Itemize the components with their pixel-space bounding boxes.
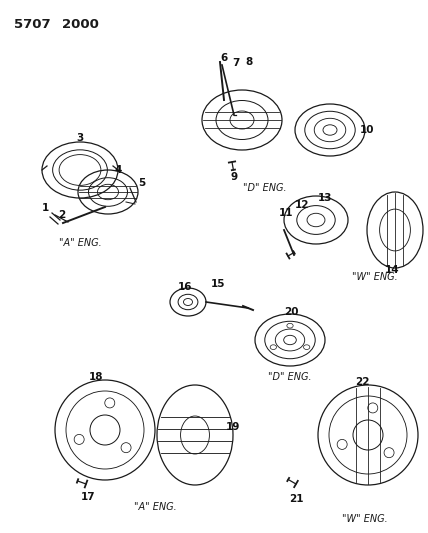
Text: 15: 15 bbox=[211, 279, 225, 289]
Text: "A" ENG.: "A" ENG. bbox=[59, 238, 101, 248]
Text: 10: 10 bbox=[360, 125, 374, 135]
Text: 6: 6 bbox=[220, 53, 228, 63]
Text: 21: 21 bbox=[289, 494, 303, 504]
Text: 5: 5 bbox=[138, 178, 146, 188]
Text: 11: 11 bbox=[279, 208, 293, 218]
Text: "D" ENG.: "D" ENG. bbox=[268, 372, 312, 382]
Text: 22: 22 bbox=[355, 377, 369, 387]
Text: 5707: 5707 bbox=[14, 18, 51, 31]
Text: 18: 18 bbox=[89, 372, 103, 382]
Text: 2000: 2000 bbox=[62, 18, 99, 31]
Text: 7: 7 bbox=[232, 58, 240, 68]
Text: 16: 16 bbox=[178, 282, 192, 292]
Text: 4: 4 bbox=[114, 165, 122, 175]
Text: 3: 3 bbox=[76, 133, 83, 143]
Text: 9: 9 bbox=[230, 172, 238, 182]
Text: 2: 2 bbox=[58, 210, 65, 220]
Text: "W" ENG.: "W" ENG. bbox=[342, 514, 388, 524]
Text: "D" ENG.: "D" ENG. bbox=[243, 183, 287, 193]
Text: 20: 20 bbox=[284, 307, 298, 317]
Text: "A" ENG.: "A" ENG. bbox=[134, 502, 176, 512]
Text: 17: 17 bbox=[81, 492, 95, 502]
Text: 13: 13 bbox=[318, 193, 332, 203]
Text: 19: 19 bbox=[226, 422, 240, 432]
Text: 14: 14 bbox=[385, 265, 399, 275]
Text: 1: 1 bbox=[42, 203, 49, 213]
Text: 12: 12 bbox=[295, 200, 309, 210]
Text: "W" ENG.: "W" ENG. bbox=[352, 272, 398, 282]
Text: 8: 8 bbox=[245, 57, 253, 67]
